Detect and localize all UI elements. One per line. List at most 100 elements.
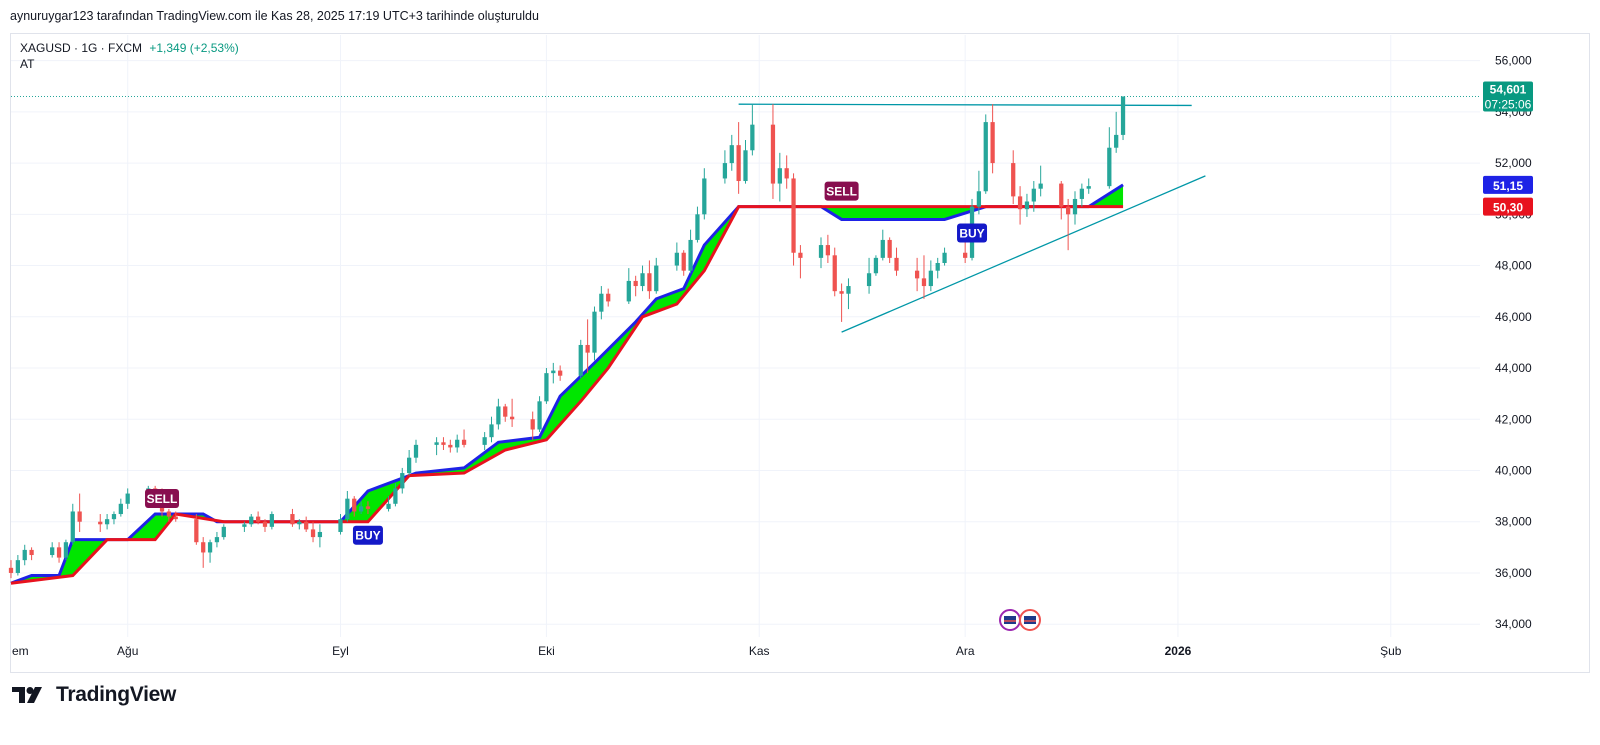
candle[interactable] (606, 288, 611, 307)
candle[interactable] (626, 268, 631, 304)
candle[interactable] (839, 283, 844, 322)
candle[interactable] (269, 511, 274, 530)
candle[interactable] (551, 362, 556, 384)
candle[interactable] (125, 488, 130, 509)
candle[interactable] (585, 319, 590, 374)
candle[interactable] (914, 257, 920, 292)
candle[interactable] (894, 247, 899, 276)
candle[interactable] (743, 140, 748, 184)
candle[interactable] (791, 173, 796, 266)
candle[interactable] (221, 524, 226, 540)
candle[interactable] (1038, 165, 1043, 197)
candle[interactable] (56, 542, 62, 563)
band-upper-label[interactable]: 51,15 (1483, 175, 1533, 194)
candle[interactable] (1031, 181, 1036, 212)
candle[interactable] (544, 368, 549, 404)
candle[interactable] (70, 503, 75, 545)
candle[interactable] (98, 514, 103, 532)
candle[interactable] (640, 265, 645, 292)
chart-legend[interactable]: XAGUSD · 1G · FXCM +1,349 (+2,53%) AT (20, 40, 239, 72)
candle[interactable] (1079, 183, 1084, 207)
event-flag-icon[interactable] (999, 609, 1021, 631)
candle[interactable] (352, 496, 357, 517)
event-flag-icon[interactable] (1019, 609, 1041, 631)
candle[interactable] (111, 511, 117, 525)
candle[interactable] (736, 122, 741, 194)
candle[interactable] (846, 278, 851, 310)
candle[interactable] (118, 498, 123, 517)
candle[interactable] (166, 508, 172, 522)
candle[interactable] (1017, 186, 1023, 225)
candle[interactable] (173, 511, 178, 522)
candle[interactable] (482, 432, 487, 450)
candle[interactable] (77, 493, 82, 532)
candle[interactable] (729, 134, 734, 171)
candle[interactable] (1024, 193, 1030, 217)
candle[interactable] (770, 104, 776, 199)
candle[interactable] (983, 114, 988, 194)
candle[interactable] (22, 544, 27, 566)
candle[interactable] (1086, 178, 1091, 194)
trendline[interactable] (841, 175, 1206, 333)
candle[interactable] (304, 516, 309, 532)
candle[interactable] (50, 542, 55, 558)
candle[interactable] (310, 521, 316, 543)
candle[interactable] (633, 275, 638, 297)
candle[interactable] (194, 514, 199, 545)
candle[interactable] (798, 245, 803, 279)
candle[interactable] (249, 514, 254, 527)
buy-signal-badge[interactable]: BUY (957, 223, 988, 243)
candle[interactable] (880, 229, 885, 261)
candle[interactable] (509, 398, 515, 427)
candle[interactable] (921, 255, 927, 299)
candle[interactable] (461, 429, 467, 448)
candle[interactable] (1072, 191, 1078, 225)
candle[interactable] (592, 306, 597, 361)
candle[interactable] (434, 437, 439, 456)
candle[interactable] (990, 104, 995, 174)
candle[interactable] (599, 286, 604, 320)
candle[interactable] (681, 250, 686, 276)
candle[interactable] (1120, 96, 1126, 141)
candle[interactable] (825, 234, 831, 263)
candle[interactable] (873, 255, 879, 276)
candle[interactable] (365, 501, 371, 515)
candle[interactable] (345, 490, 350, 522)
sell-signal-badge[interactable]: SELL (824, 181, 859, 201)
candle[interactable] (242, 521, 247, 532)
candle[interactable] (104, 514, 110, 530)
candle[interactable] (393, 483, 398, 507)
candle[interactable] (866, 257, 872, 294)
candle[interactable] (214, 531, 220, 548)
candle[interactable] (722, 150, 728, 184)
buy-signal-badge[interactable]: BUY (352, 525, 383, 545)
candle[interactable] (262, 519, 268, 532)
candle[interactable] (818, 237, 824, 269)
candle[interactable] (207, 539, 213, 563)
candle[interactable] (1107, 127, 1112, 189)
candle[interactable] (400, 467, 405, 494)
candle[interactable] (537, 396, 542, 433)
candle[interactable] (386, 496, 391, 512)
candle[interactable] (448, 439, 453, 453)
candle[interactable] (297, 519, 302, 530)
candle[interactable] (1011, 150, 1016, 205)
candle[interactable] (777, 152, 782, 202)
indicator-label[interactable]: AT (20, 57, 35, 71)
candle[interactable] (784, 155, 789, 189)
candle[interactable] (496, 398, 501, 430)
candle[interactable] (358, 501, 364, 515)
candle[interactable] (976, 170, 982, 215)
candle[interactable] (654, 257, 659, 294)
tradingview-logo[interactable]: TradingView (12, 683, 176, 707)
candle[interactable] (963, 242, 968, 263)
candle[interactable] (1114, 111, 1119, 153)
trendline[interactable] (738, 103, 1192, 107)
candle[interactable] (290, 508, 295, 527)
candle[interactable] (63, 539, 69, 561)
candle[interactable] (338, 514, 343, 535)
candle[interactable] (647, 260, 652, 299)
candle[interactable] (750, 104, 755, 156)
candle[interactable] (942, 247, 947, 266)
